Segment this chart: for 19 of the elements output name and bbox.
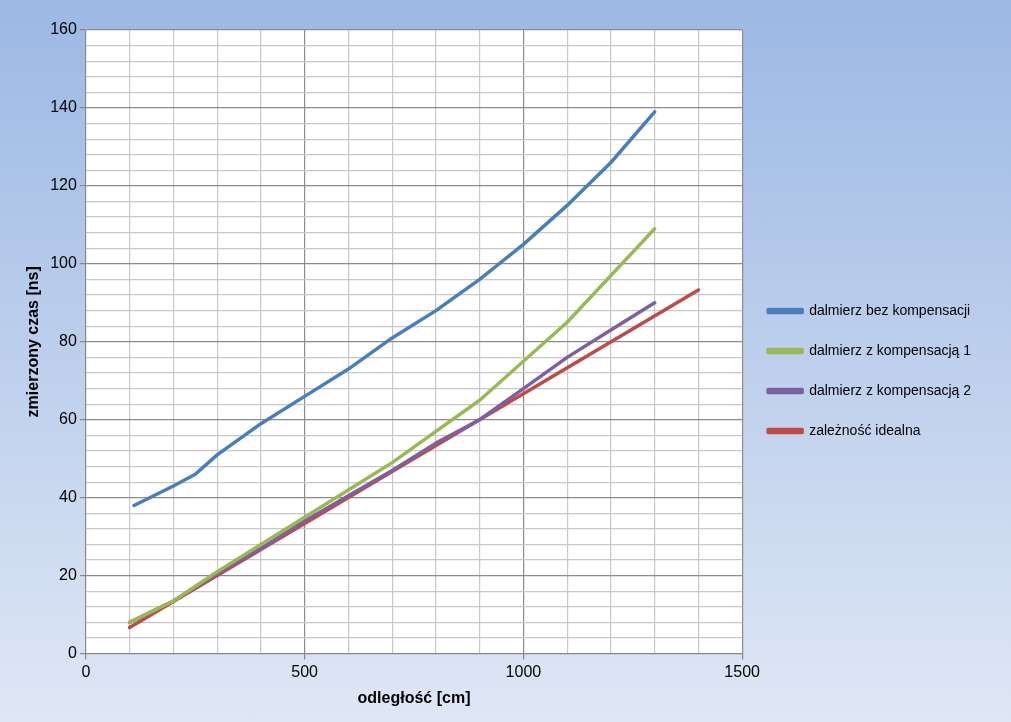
y-tick-label: 20 <box>59 566 77 584</box>
x-tick-label: 500 <box>291 662 319 680</box>
legend-label: zależność idealna <box>809 421 921 438</box>
y-tick-label: 160 <box>50 20 77 38</box>
legend-label: dalmierz bez kompensacji <box>809 301 971 318</box>
x-tick-label: 1500 <box>724 662 761 680</box>
x-axis-title: odległość [cm] <box>357 688 471 706</box>
y-tick-label: 60 <box>59 410 77 428</box>
x-tick-label: 1000 <box>505 662 542 680</box>
y-tick-label: 0 <box>67 644 77 662</box>
x-tick-label: 0 <box>81 662 91 680</box>
y-axis-title: zmierzony czas [ns] <box>24 266 42 418</box>
y-tick-label: 80 <box>59 332 77 350</box>
y-tick-label: 140 <box>50 98 77 116</box>
y-tick-label: 100 <box>50 254 77 272</box>
legend-label: dalmierz z kompensacją 2 <box>809 381 972 398</box>
y-tick-label: 120 <box>50 176 77 194</box>
y-tick-label: 40 <box>59 488 77 506</box>
legend-label: dalmierz z kompensacją 1 <box>809 341 972 358</box>
